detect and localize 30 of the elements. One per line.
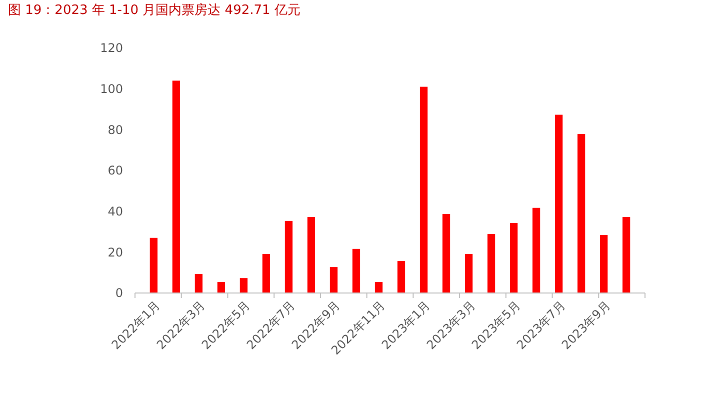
y-tick-label: 100: [100, 82, 123, 96]
bar: [532, 208, 540, 293]
bar: [374, 282, 383, 293]
bar: [420, 86, 428, 293]
bar: [307, 217, 316, 293]
bar: [194, 274, 203, 293]
chart-title: 图 19：2023 年 1-10 月国内票房达 492.71 亿元: [8, 2, 300, 18]
y-tick-label: 80: [108, 122, 123, 137]
bar: [600, 235, 608, 293]
bar: [262, 254, 270, 293]
bar: [172, 80, 180, 293]
bar: [240, 278, 248, 293]
bar: [577, 134, 586, 293]
bar: [464, 254, 473, 293]
bar: [622, 217, 630, 293]
bar: [330, 267, 338, 293]
y-tick-label: 60: [108, 164, 123, 178]
bar: [352, 248, 360, 293]
bar: [150, 238, 158, 293]
bar: [217, 282, 226, 293]
y-tick-label: 120: [100, 41, 123, 56]
bar: [397, 260, 406, 293]
y-tick-label: 40: [108, 204, 123, 219]
bar: [284, 220, 293, 293]
y-tick-label: 0: [115, 286, 123, 300]
bar: [554, 114, 563, 293]
y-tick-label: 20: [108, 245, 123, 260]
bar: [442, 214, 450, 293]
bar: [487, 234, 496, 293]
bar: [510, 222, 518, 293]
